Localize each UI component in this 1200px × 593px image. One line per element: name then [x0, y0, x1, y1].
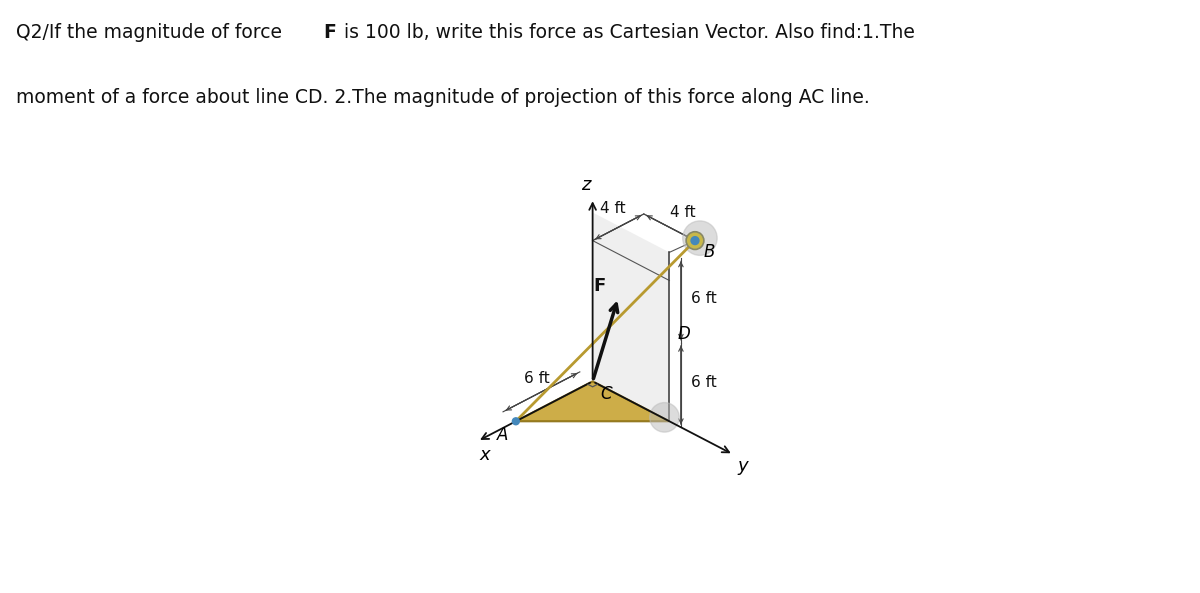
- Text: x: x: [480, 446, 491, 464]
- Text: 6 ft: 6 ft: [691, 291, 716, 305]
- Text: A: A: [497, 426, 509, 444]
- Circle shape: [512, 418, 520, 425]
- Text: F: F: [324, 24, 336, 43]
- Circle shape: [691, 237, 698, 244]
- Polygon shape: [516, 381, 670, 421]
- Polygon shape: [593, 212, 670, 421]
- Text: 6 ft: 6 ft: [691, 375, 716, 390]
- Text: C: C: [600, 385, 612, 403]
- Text: D: D: [677, 326, 690, 343]
- Text: 4 ft: 4 ft: [671, 205, 696, 220]
- Circle shape: [683, 221, 718, 256]
- Text: 6 ft: 6 ft: [523, 371, 550, 386]
- Text: F: F: [594, 277, 606, 295]
- Circle shape: [686, 232, 704, 250]
- Text: Q2/If the magnitude of force: Q2/If the magnitude of force: [16, 24, 288, 43]
- Text: B: B: [704, 243, 715, 261]
- Circle shape: [649, 403, 679, 432]
- Text: moment of a force about line CD. 2.The magnitude of projection of this force alo: moment of a force about line CD. 2.The m…: [16, 88, 869, 107]
- Text: y: y: [737, 457, 748, 475]
- Text: is 100 lb, write this force as Cartesian Vector. Also find:1.The: is 100 lb, write this force as Cartesian…: [338, 24, 916, 43]
- Text: 4 ft: 4 ft: [600, 202, 626, 216]
- Text: z: z: [581, 177, 590, 195]
